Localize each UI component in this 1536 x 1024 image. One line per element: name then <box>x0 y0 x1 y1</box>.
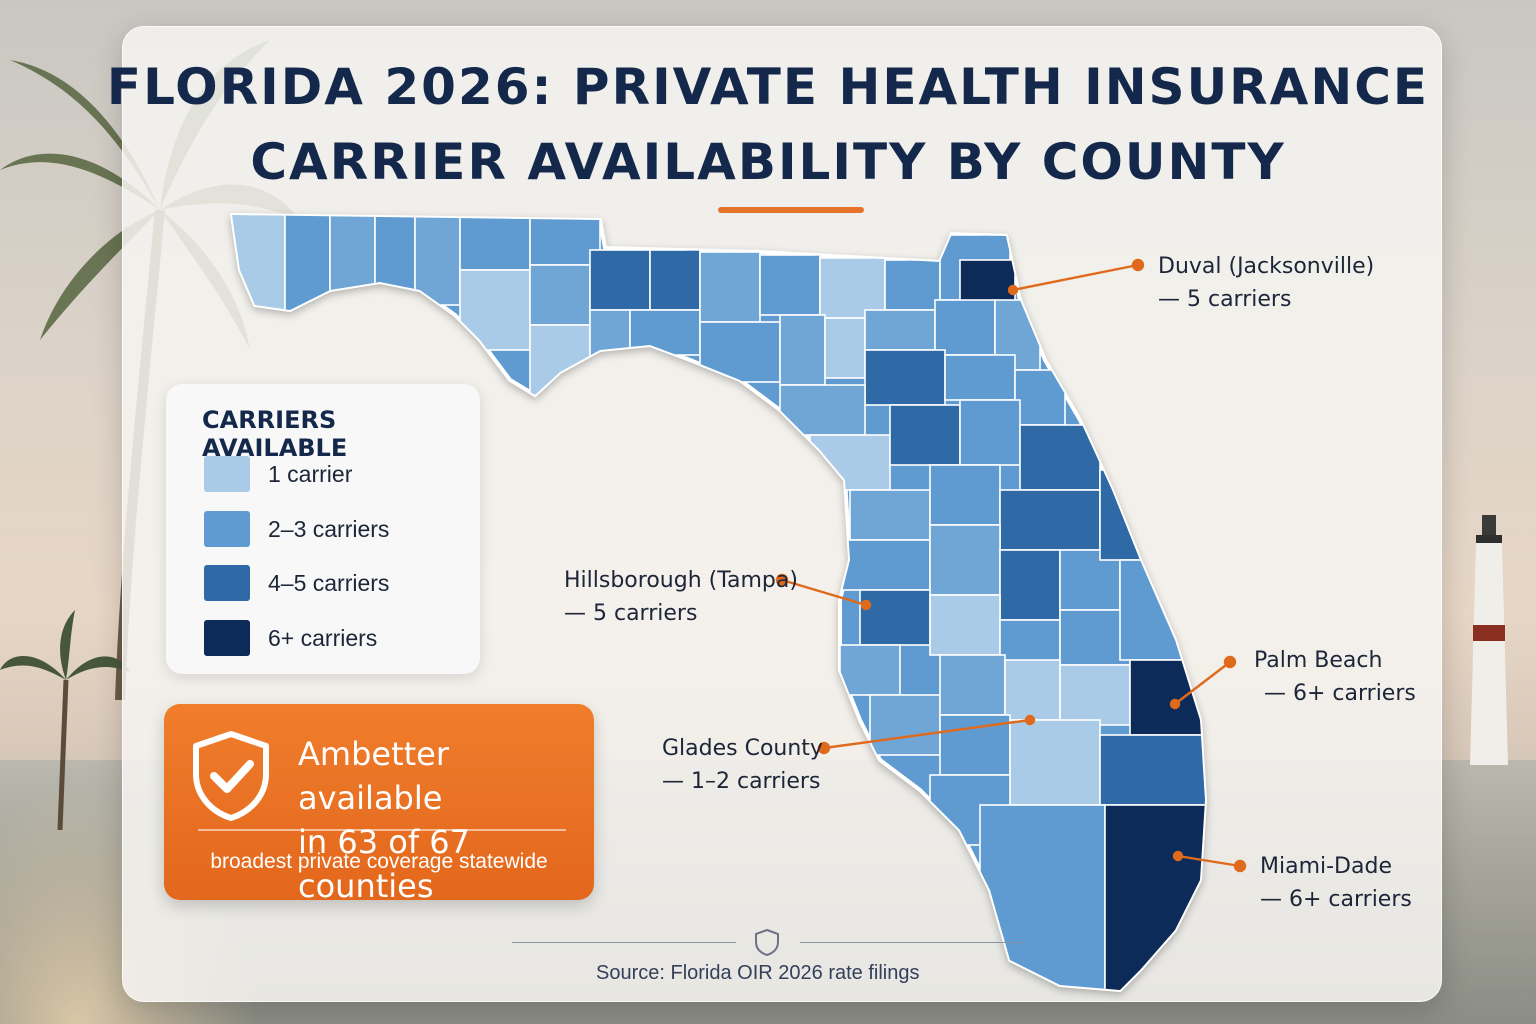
annotation-hillsborough: Hillsborough (Tampa) — 5 carriers <box>564 564 798 630</box>
legend-label: 1 carrier <box>268 460 353 487</box>
county <box>414 215 461 306</box>
county <box>699 251 761 323</box>
legend-swatch <box>204 620 250 656</box>
title-underline <box>718 207 864 213</box>
lighthouse-icon <box>1470 515 1508 765</box>
annotation-duval: Duval (Jacksonville) — 5 carriers <box>1158 250 1374 316</box>
county <box>1004 659 1061 721</box>
county <box>819 257 886 319</box>
county <box>589 249 651 311</box>
callout-subtitle: broadest private coverage statewide <box>210 850 548 873</box>
annotation-palm-beach: Palm Beach — 6+ carriers <box>1254 644 1416 710</box>
annotation-detail: — 5 carriers <box>564 601 698 626</box>
legend-label: 4–5 carriers <box>268 569 390 596</box>
county <box>1009 719 1101 806</box>
county <box>864 309 936 351</box>
page-title-line1: FLORIDA 2026: PRIVATE HEALTH INSURANCE <box>106 58 1430 116</box>
county <box>779 314 826 386</box>
legend-title: CARRIERS AVAILABLE <box>202 406 348 462</box>
county <box>859 589 931 646</box>
annotation-county: Hillsborough (Tampa) <box>564 568 798 593</box>
legend-swatch <box>204 565 250 601</box>
county <box>944 354 1016 401</box>
legend-item-1: 1 carrier <box>204 456 352 492</box>
county <box>529 264 591 326</box>
county <box>649 249 701 311</box>
shield-check-icon <box>193 731 269 821</box>
county <box>529 215 601 266</box>
annotation-county: Miami-Dade <box>1260 854 1392 879</box>
annotation-county: Glades County <box>662 736 823 761</box>
annotation-glades: Glades County — 1–2 carriers <box>662 732 823 798</box>
annotation-detail: — 6+ carriers <box>1260 887 1412 912</box>
shield-icon <box>755 928 779 956</box>
callout-divider <box>198 829 566 831</box>
annotation-miami-dade: Miami-Dade — 6+ carriers <box>1260 850 1412 916</box>
legend-swatch <box>204 456 250 492</box>
annotation-county: Duval (Jacksonville) <box>1158 254 1375 279</box>
legend-label: 6+ carriers <box>268 624 378 651</box>
annotation-detail: — 5 carriers <box>1158 287 1292 312</box>
county <box>889 404 961 466</box>
county <box>884 259 941 311</box>
callout-line1: Ambetter available <box>298 735 449 817</box>
source-divider-left <box>512 942 736 943</box>
annotation-county: Palm Beach <box>1254 648 1383 673</box>
source-divider-right <box>800 942 1024 943</box>
legend-item-3: 4–5 carriers <box>204 565 389 601</box>
page-title-line2: CARRIER AVAILABILITY BY COUNTY <box>250 133 1286 191</box>
legend-swatch <box>204 511 250 547</box>
map-legend: CARRIERS AVAILABLE 1 carrier 2–3 carrier… <box>166 384 480 674</box>
county <box>1059 609 1131 666</box>
county <box>869 694 941 756</box>
county <box>1099 734 1205 806</box>
annotation-detail: — 1–2 carriers <box>662 769 821 794</box>
callout-headline: Ambetter available in 63 of 67 counties <box>298 732 594 908</box>
source-note: Source: Florida OIR 2026 rate filings <box>596 962 920 984</box>
county <box>1059 664 1131 726</box>
county <box>824 317 866 379</box>
annotation-detail: — 6+ carriers <box>1264 681 1416 706</box>
legend-label: 2–3 carriers <box>268 515 390 542</box>
ambetter-callout: Ambetter available in 63 of 67 counties … <box>164 704 594 905</box>
palm-trees-icon <box>0 610 130 830</box>
legend-item-2: 2–3 carriers <box>204 511 389 547</box>
legend-item-4: 6+ carriers <box>204 620 377 656</box>
